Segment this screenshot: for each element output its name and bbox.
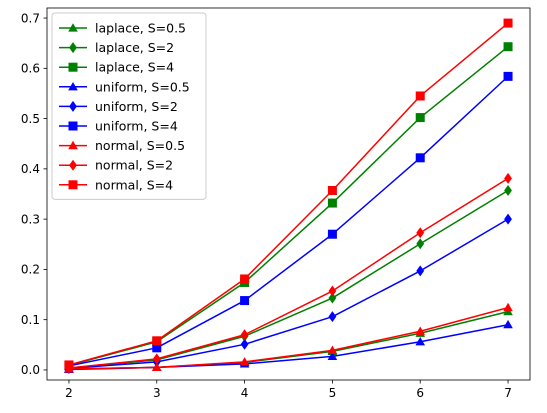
x-tick-label: 3 [153,386,161,400]
legend-entry-uniform-s-0-5: uniform, S=0.5 [59,79,190,94]
legend-marker [68,62,78,72]
legend-label: laplace, S=2 [95,40,174,55]
data-point-normal-s-2-x4 [240,329,249,341]
data-point-normal-s-4-x6 [415,91,425,101]
data-point-uniform-s-0-5-x6 [415,336,426,346]
data-point-uniform-s-2-x6 [416,265,425,277]
data-point-uniform-s-0-5-x5 [327,351,338,360]
legend: laplace, S=0.5 laplace, S=2 laplace, S=4 un… [51,12,207,200]
x-tick-label: 7 [504,386,512,400]
data-point-laplace-s-2-x6 [416,238,425,250]
x-tick-label: 6 [416,386,424,400]
data-point-normal-s-0-5-x7 [503,302,513,312]
series-normal-s-4 [64,18,513,370]
series-line-normal-s-4 [68,22,509,366]
legend-label: uniform, S=0.5 [95,79,190,94]
series-line-normal-s-2 [68,177,509,369]
legend-marker [69,100,77,112]
series-line-uniform-s-4 [68,75,509,367]
data-point-uniform-s-2-x4 [240,338,249,350]
legend-label: uniform, S=2 [95,99,178,114]
data-point-normal-s-2-x3 [152,353,161,365]
data-point-normal-s-2-x5 [328,285,337,297]
legend-entry-laplace-s-4: laplace, S=4 [59,60,174,75]
data-point-normal-s-4-x3 [152,336,162,346]
data-point-normal-s-4-x4 [240,274,250,284]
legend-marker [68,82,78,91]
legend-marker [68,140,78,150]
legend-entry-laplace-s-0-5: laplace, S=0.5 [59,21,186,36]
legend-entry-uniform-s-4: uniform, S=4 [59,119,178,134]
legend-entry-normal-s-2: normal, S=2 [59,158,173,173]
data-point-laplace-s-4-x5 [327,198,337,208]
series-line-laplace-s-2 [68,189,509,369]
y-tick-label: 0.6 [21,62,40,76]
data-point-normal-s-2-x7 [504,172,512,184]
legend-label: normal, S=0.5 [95,138,185,153]
legend-entry-normal-s-4: normal, S=4 [59,177,173,192]
data-point-uniform-s-2-x7 [504,213,512,225]
legend-marker [69,159,77,171]
legend-label: normal, S=2 [95,158,173,173]
x-tick-label: 5 [329,386,337,400]
series-line-uniform-s-2 [68,218,509,370]
legend-label: laplace, S=0.5 [95,21,186,36]
data-point-uniform-s-4-x6 [415,153,425,163]
data-point-uniform-s-2-x5 [328,311,337,323]
data-point-normal-s-0-5-x5 [327,345,338,354]
axes-frame [46,7,531,381]
data-point-uniform-s-4-x5 [327,229,337,239]
legend-entry-normal-s-0-5: normal, S=0.5 [59,138,185,153]
series-uniform-s-2 [65,213,512,374]
legend-marker [68,23,78,32]
y-tick-label: 0.0 [21,363,40,377]
x-tick-label: 2 [65,386,73,400]
legend-marker [69,42,77,54]
data-point-uniform-s-4-x7 [503,71,513,81]
legend-marker [68,121,78,131]
data-point-normal-s-4-x2 [64,360,74,370]
y-tick-label: 0.4 [21,162,40,176]
data-point-laplace-s-4-x7 [503,42,513,52]
data-point-uniform-s-4-x4 [240,296,250,306]
legend-entry-uniform-s-2: uniform, S=2 [59,99,178,114]
series-layer [64,18,513,374]
legend-marker [68,180,78,190]
y-tick-label: 0.1 [21,313,40,327]
legend-label: normal, S=4 [95,177,173,192]
y-tick-label: 0.2 [21,263,40,277]
data-point-normal-s-2-x6 [416,227,425,239]
data-point-normal-s-0-5-x4 [239,357,250,366]
y-tick-label: 0.7 [21,11,40,25]
data-point-normal-s-4-x5 [327,185,337,195]
data-point-uniform-s-0-5-x7 [503,319,513,329]
series-line-normal-s-0-5 [68,306,509,370]
legend-label: laplace, S=4 [95,60,174,75]
data-point-normal-s-0-5-x6 [415,326,426,335]
legend-entry-laplace-s-2: laplace, S=2 [59,40,174,55]
legend-box [51,12,207,200]
series-line-laplace-s-4 [68,46,509,367]
data-point-normal-s-0-5-x3 [151,362,162,372]
y-tick-label: 0.5 [21,112,40,126]
x-tick-label: 4 [241,386,249,400]
series-normal-s-2 [65,172,512,374]
legend-label: uniform, S=4 [95,119,178,134]
data-point-laplace-s-2-x7 [504,184,512,196]
data-point-laplace-s-2-x5 [328,292,337,304]
axes-layer: 2 3 4 5 6 7 0.0 0.1 0.2 0.3 0.4 0.5 0.6 0.7 [21,7,531,400]
data-point-uniform-s-4-x3 [152,343,162,353]
data-point-laplace-s-4-x6 [415,113,425,123]
y-tick-label: 0.3 [21,212,40,226]
data-point-normal-s-4-x7 [503,18,513,28]
